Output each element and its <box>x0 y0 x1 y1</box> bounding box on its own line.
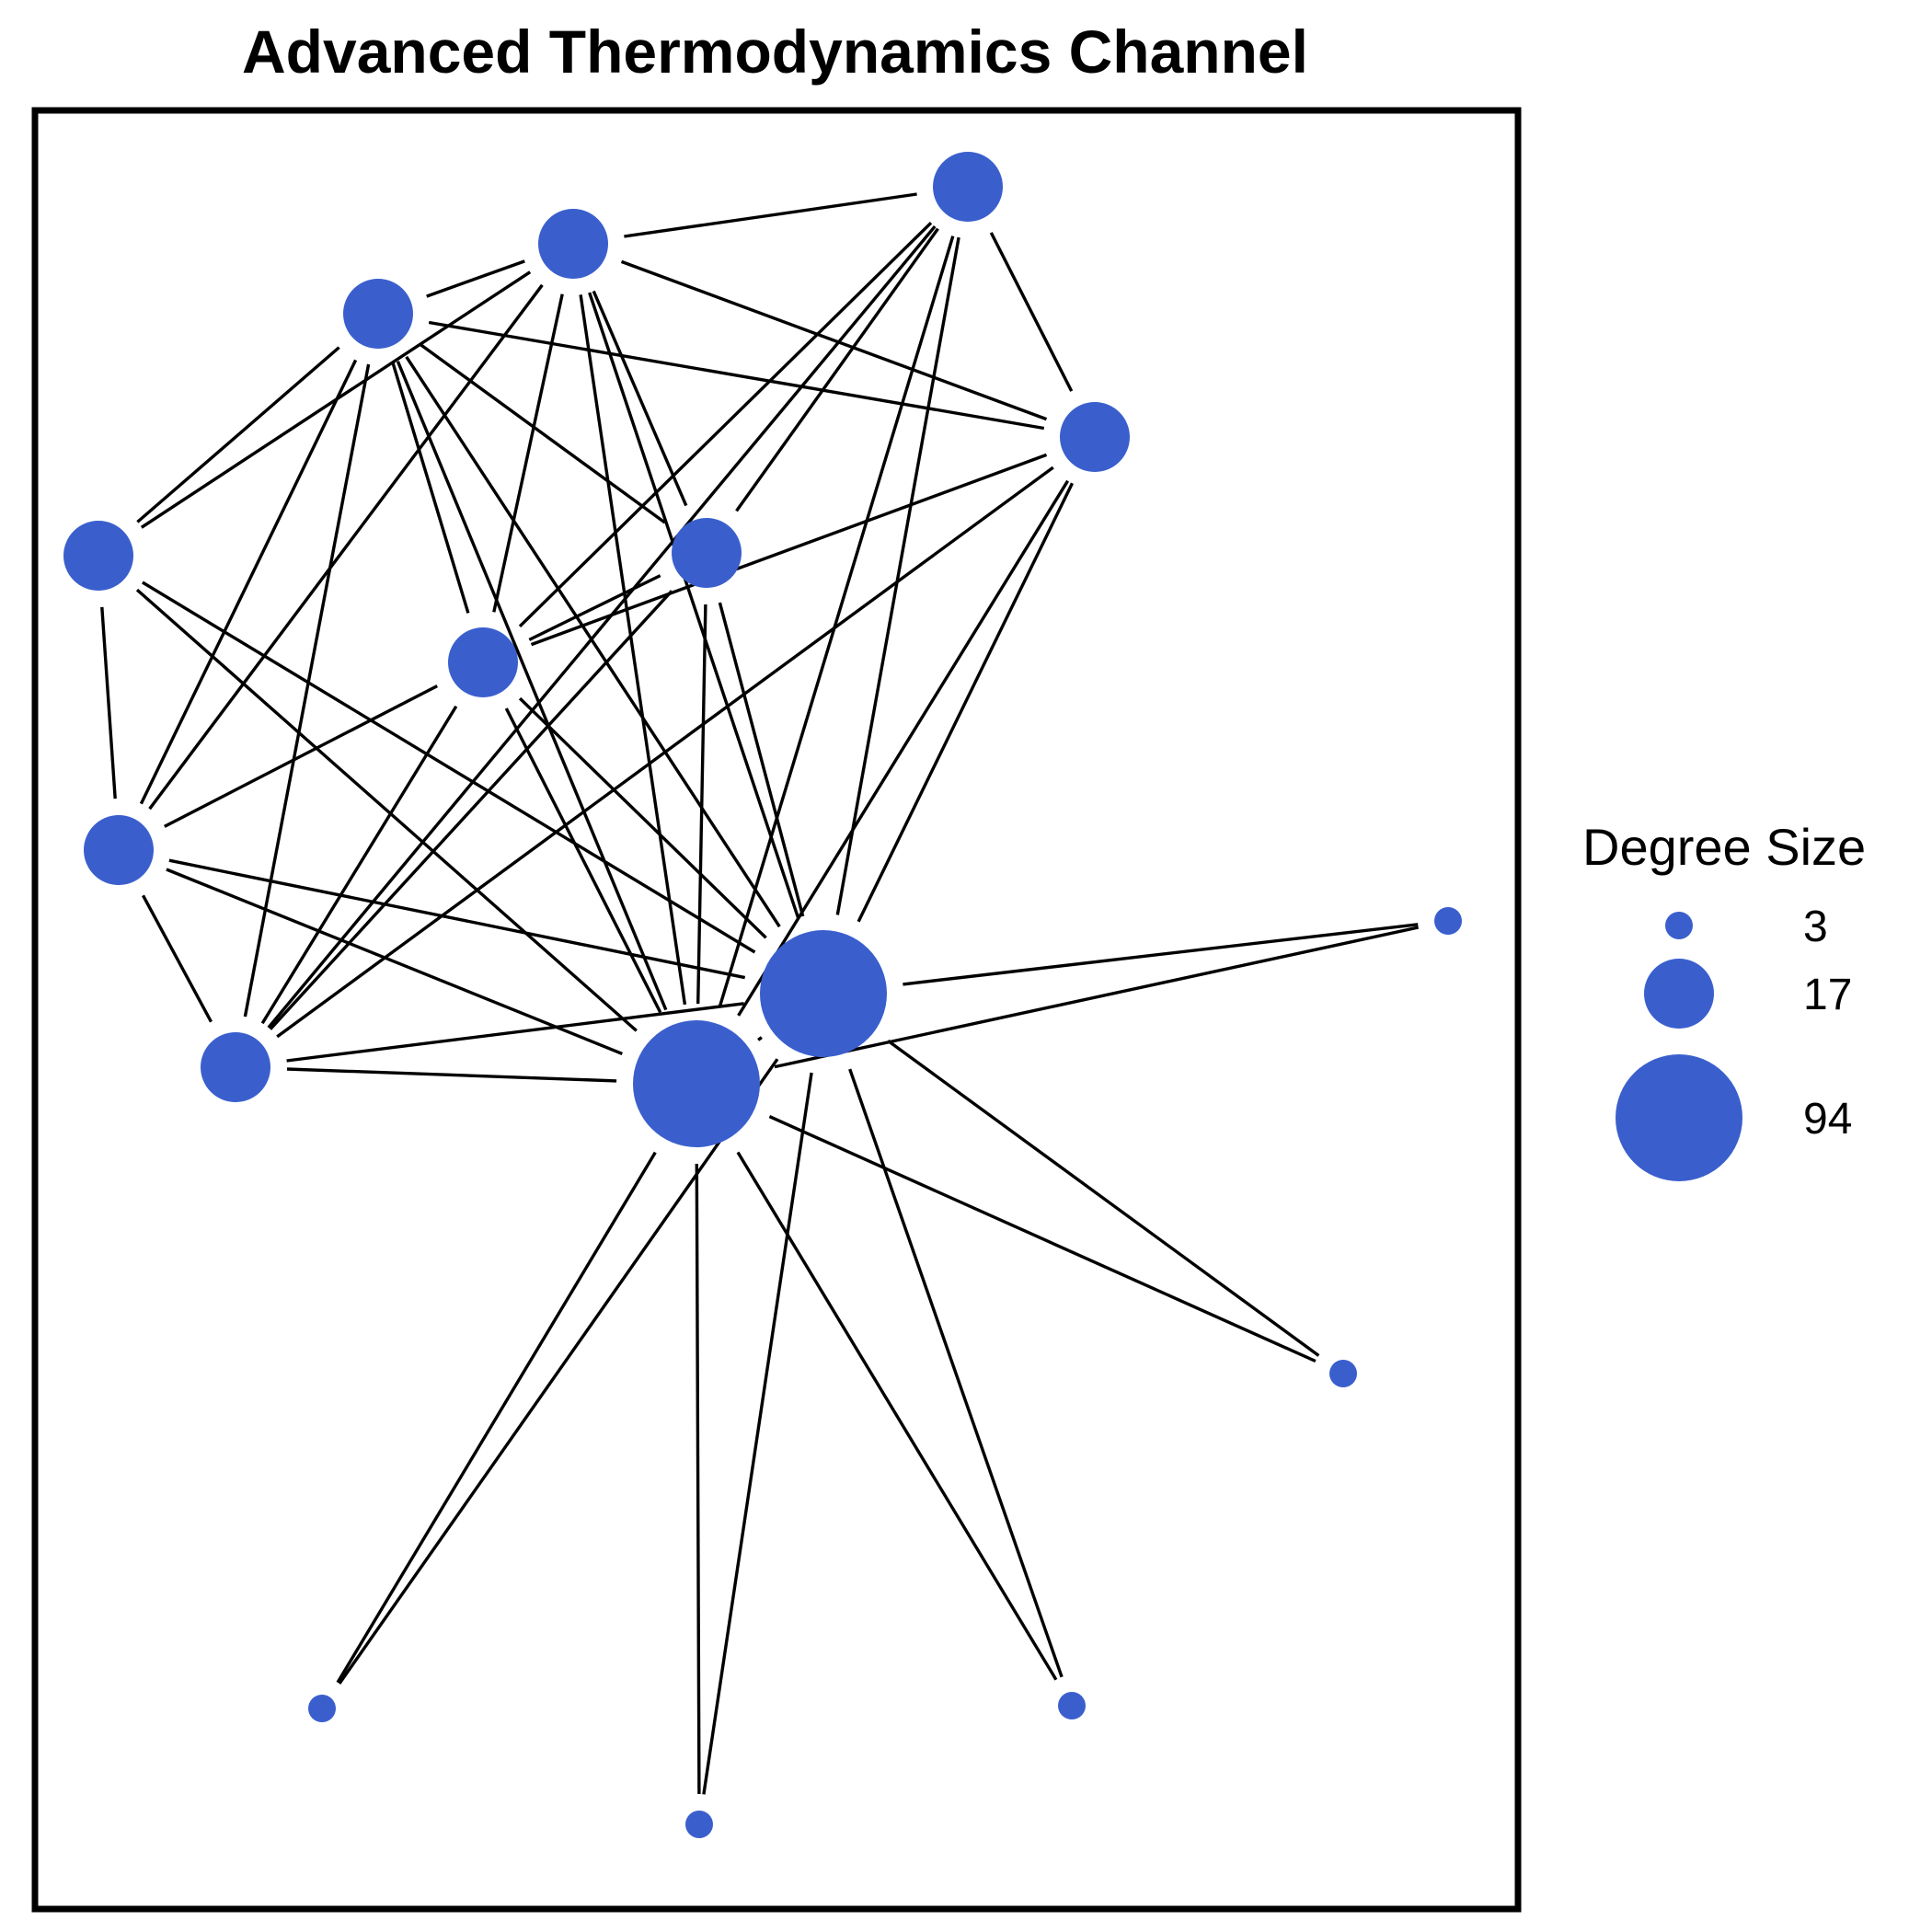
node-n12 <box>1329 1360 1357 1387</box>
legend-label-17: 17 <box>1803 971 1852 1019</box>
edge-n0-n3 <box>405 355 781 928</box>
edge-n1-n2 <box>579 294 687 1006</box>
legend-symbol-17 <box>1644 959 1714 1029</box>
edge-n0-n9 <box>857 482 1075 923</box>
legend-label-94: 94 <box>1803 1095 1852 1144</box>
edge-n0-n7 <box>142 581 756 954</box>
edge-n5-n2 <box>592 290 688 507</box>
edge-n1-n10 <box>286 1067 617 1083</box>
legend-title: Degree Size <box>1582 818 1866 876</box>
edge-n0-n4 <box>835 236 960 915</box>
edge-n0-n14 <box>702 1072 813 1795</box>
node-n13 <box>1058 1692 1086 1719</box>
edge-n0-n10 <box>286 1002 744 1063</box>
node-n2 <box>538 209 608 279</box>
edge-n1-n4 <box>718 236 955 1008</box>
edge-n0-n15 <box>338 1058 779 1685</box>
edge-n6-n8 <box>164 684 438 828</box>
node-n9 <box>1060 402 1130 472</box>
nodes-layer <box>63 152 1462 1838</box>
edge-n3-n10 <box>243 363 371 1018</box>
plot-frame <box>31 107 1522 1913</box>
edge-n2-n6 <box>492 293 564 613</box>
node-n14 <box>685 1811 713 1838</box>
edge-n3-n7 <box>136 346 340 523</box>
edge-n0-n1 <box>757 1036 763 1041</box>
edge-n1-n11 <box>774 926 1420 1069</box>
edge-n0-n12 <box>887 1039 1320 1357</box>
edges-layer <box>100 192 1420 1795</box>
edge-n0-n8 <box>168 858 746 980</box>
edge-n2-n4 <box>624 192 917 238</box>
node-n10 <box>201 1032 270 1102</box>
edge-n6-n10 <box>260 705 458 1025</box>
node-n8 <box>84 815 154 885</box>
legend: Degree Size 3 17 94 <box>1582 818 1866 1181</box>
edge-n4-n9 <box>989 232 1074 392</box>
edge-n1-n14 <box>695 1163 701 1795</box>
legend-symbol-3 <box>1665 912 1693 939</box>
node-n6 <box>448 627 518 697</box>
node-n0 <box>760 930 887 1057</box>
edge-n8-n10 <box>142 894 213 1023</box>
edge-n0-n6 <box>518 696 767 939</box>
legend-label-3: 3 <box>1803 903 1828 951</box>
edge-n3-n8 <box>139 359 358 805</box>
edge-n5-n6 <box>528 574 661 641</box>
edge-n6-n9 <box>530 453 1048 647</box>
edge-n1-n3 <box>396 361 668 1011</box>
edge-n3-n9 <box>428 320 1045 431</box>
edge-n2-n9 <box>620 259 1048 421</box>
edge-n1-n5 <box>696 604 707 1005</box>
edge-n0-n5 <box>718 602 805 917</box>
node-n5 <box>672 518 742 588</box>
node-n1 <box>633 1020 760 1147</box>
edge-n0-n2 <box>588 292 800 919</box>
edge-n4-n10 <box>267 225 937 1029</box>
edge-n1-n12 <box>768 1115 1317 1363</box>
edge-n1-n8 <box>166 868 623 1055</box>
edge-n1-n13 <box>736 1151 1058 1681</box>
edge-n5-n10 <box>269 590 673 1030</box>
edge-n1-n7 <box>135 588 638 1032</box>
edge-n2-n3 <box>426 259 525 298</box>
chart-title: Advanced Thermodynamics Channel <box>242 17 1308 86</box>
node-n11 <box>1434 907 1462 935</box>
edge-n1-n15 <box>336 1151 657 1684</box>
node-n4 <box>933 152 1003 222</box>
edge-n5-n3 <box>419 342 666 524</box>
edge-n1-n9 <box>737 479 1070 1017</box>
edge-n7-n8 <box>100 606 117 799</box>
edge-n5-n4 <box>735 227 939 512</box>
legend-symbol-94 <box>1616 1054 1742 1181</box>
edge-n0-n11 <box>903 923 1419 986</box>
node-n7 <box>63 521 133 591</box>
edge-n9-n10 <box>276 466 1054 1039</box>
edge-n1-n6 <box>504 707 662 1014</box>
edge-n4-n6 <box>518 221 933 628</box>
node-n3 <box>343 279 413 349</box>
edge-n3-n6 <box>391 362 470 614</box>
node-n15 <box>308 1695 336 1722</box>
edge-n2-n8 <box>148 283 544 811</box>
edge-n0-n13 <box>848 1068 1064 1678</box>
